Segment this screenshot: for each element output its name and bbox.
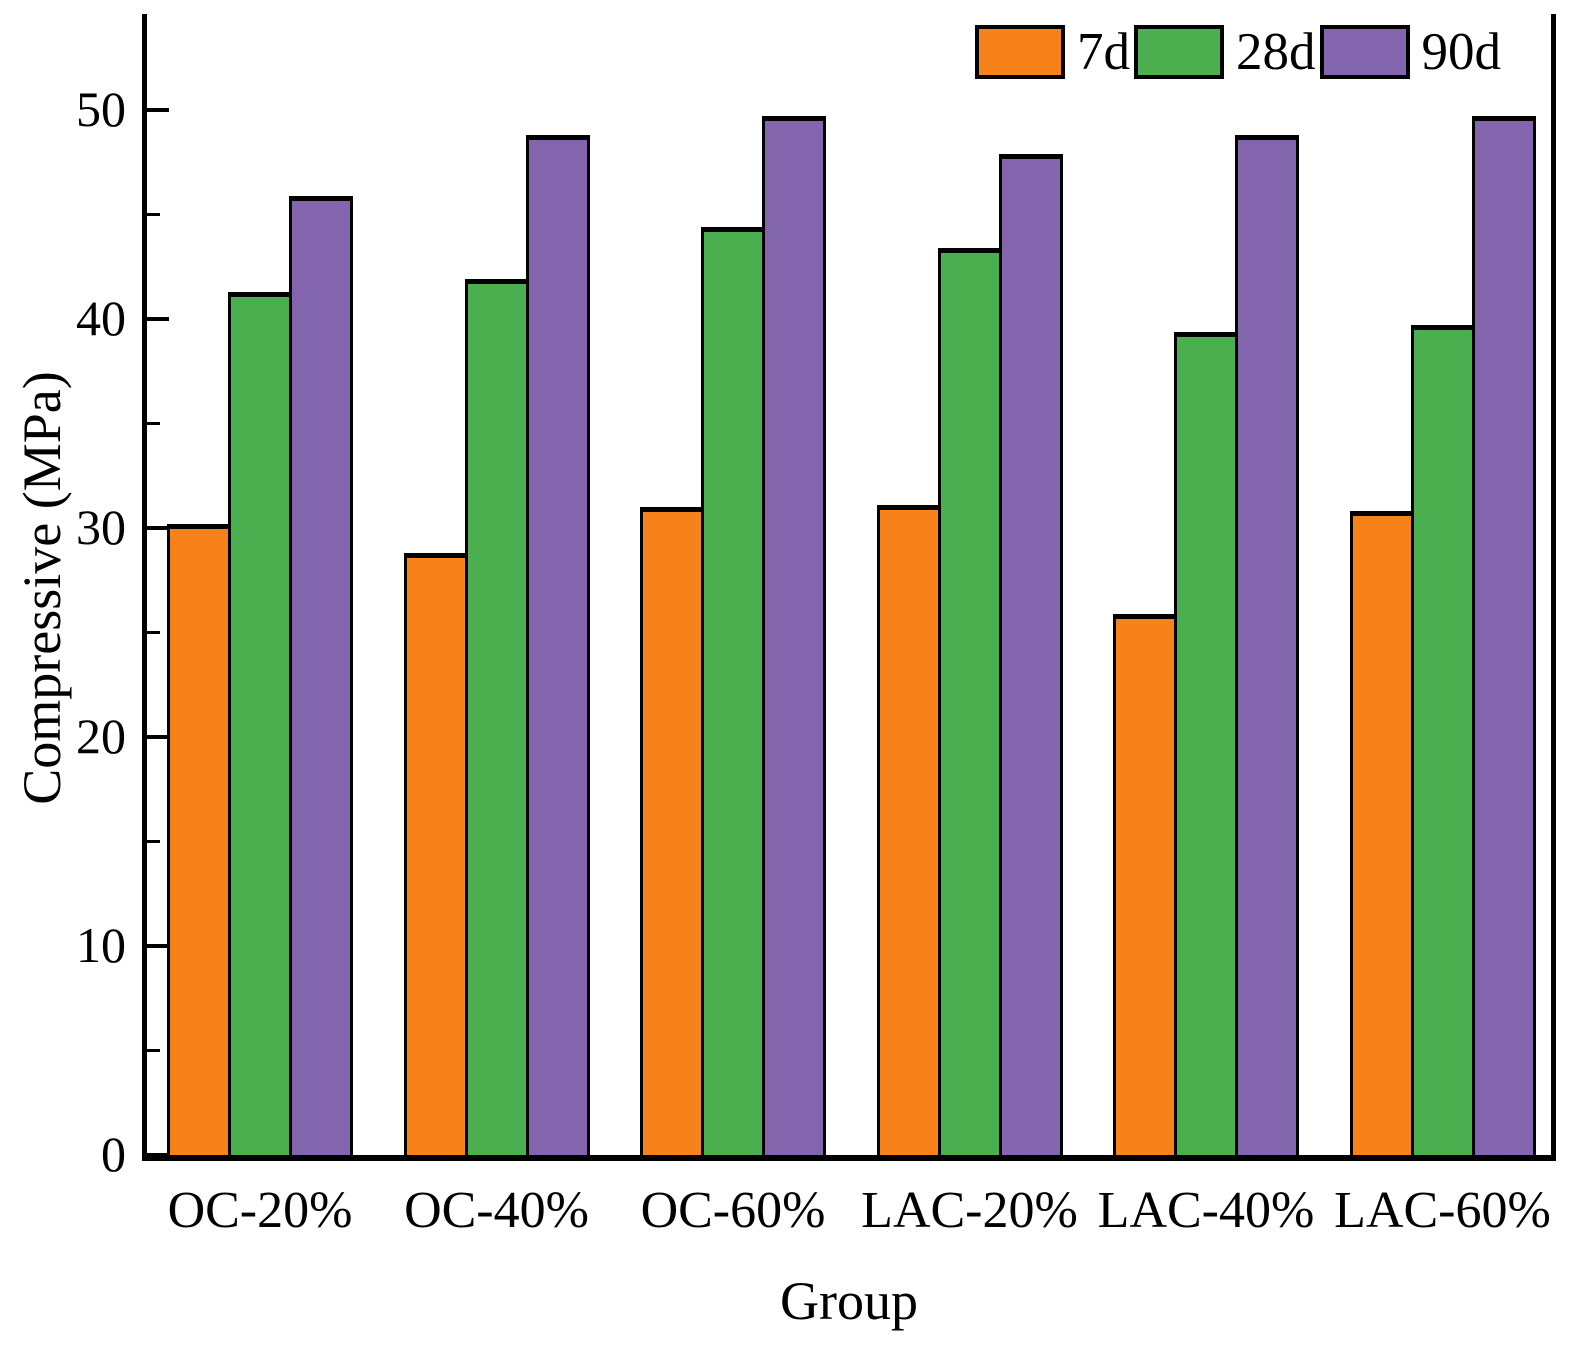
y-major-tick-30 [147, 526, 169, 531]
x-axis-title: Group [780, 1271, 918, 1331]
x-category-label-LAC-40%: LAC-40% [1097, 1182, 1315, 1239]
bar-90d-OC-20% [289, 196, 353, 1155]
legend-swatch-7d [975, 25, 1065, 79]
y-tick-label-50: 50 [76, 81, 126, 138]
bar-90d-OC-40% [525, 135, 590, 1155]
y-minor-tick-15 [147, 840, 160, 844]
legend-label-7d: 7d [1077, 22, 1130, 81]
bar-90d-LAC-20% [998, 154, 1063, 1155]
plot-area [142, 14, 1556, 1161]
bar-7d-OC-20% [167, 524, 231, 1155]
bar-28d-OC-60% [701, 227, 765, 1155]
bar-7d-LAC-40% [1113, 614, 1177, 1155]
legend-entry-7d: 7d [975, 25, 1134, 79]
bar-7d-OC-60% [640, 507, 704, 1155]
y-major-tick-10 [147, 944, 169, 949]
bar-7d-LAC-60% [1349, 511, 1414, 1155]
bar-28d-LAC-60% [1410, 325, 1475, 1155]
bar-7d-OC-40% [403, 553, 468, 1155]
x-category-label-LAC-20%: LAC-20% [861, 1182, 1078, 1239]
bar-90d-OC-60% [762, 116, 826, 1155]
y-tick-label-20: 20 [76, 708, 126, 765]
y-tick-label-30: 30 [76, 499, 126, 556]
legend: 7d 28d 90d [975, 25, 1505, 79]
y-minor-tick-45 [147, 213, 160, 217]
x-category-label-OC-20%: OC-20% [167, 1182, 353, 1239]
y-major-tick-50 [147, 108, 169, 113]
y-minor-tick-5 [147, 1049, 160, 1052]
bar-7d-LAC-20% [876, 505, 941, 1155]
y-major-tick-0 [147, 1153, 169, 1157]
y-tick-label-0: 0 [101, 1126, 126, 1182]
legend-label-28d: 28d [1236, 22, 1316, 81]
bar-90d-LAC-60% [1471, 116, 1536, 1155]
y-major-tick-40 [147, 317, 169, 322]
bar-90d-LAC-40% [1235, 135, 1299, 1155]
x-category-label-OC-40%: OC-40% [404, 1182, 589, 1239]
bar-28d-OC-20% [228, 292, 292, 1155]
legend-entry-90d: 90d [1319, 22, 1506, 81]
x-category-label-OC-60%: OC-60% [640, 1182, 826, 1239]
bar-28d-OC-40% [464, 279, 529, 1155]
legend-swatch-90d [1319, 25, 1410, 79]
y-major-tick-20 [147, 735, 169, 740]
legend-swatch-28d [1134, 25, 1224, 79]
y-tick-label-40: 40 [76, 290, 126, 347]
bar-28d-LAC-20% [937, 248, 1002, 1155]
y-minor-tick-25 [147, 631, 160, 635]
y-minor-tick-35 [147, 422, 160, 426]
x-category-label-LAC-60%: LAC-60% [1334, 1182, 1551, 1239]
y-tick-label-10: 10 [76, 917, 126, 974]
bar-28d-LAC-40% [1174, 332, 1238, 1155]
legend-entry-28d: 28d [1134, 25, 1320, 79]
legend-label-90d: 90d [1421, 22, 1502, 81]
